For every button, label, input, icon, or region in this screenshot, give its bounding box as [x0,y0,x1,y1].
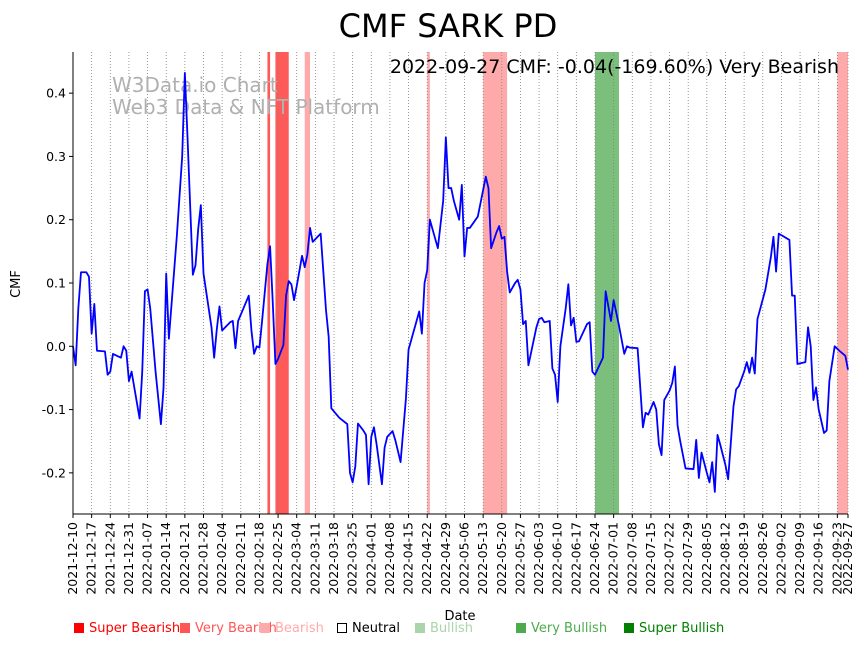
x-tick-label-2022-09-02: 2022-09-02 [773,522,788,595]
x-tick-label-2022-06-10: 2022-06-10 [550,522,565,595]
x-tick-label-2022-01-21: 2022-01-21 [177,522,192,595]
x-tick-label-2022-02-18: 2022-02-18 [251,522,266,595]
x-ticks: 2021-12-10 2021-12-17 2021-12-24 2021-12-31… [65,514,855,595]
x-tick-label-2022-05-20: 2022-05-20 [494,522,509,595]
legend-item-bullish: Bullish [415,621,473,636]
x-tick-label-2022-08-19: 2022-08-19 [736,522,751,595]
band-very-bearish-1 [275,52,289,514]
x-tick-label-2022-07-08: 2022-07-08 [624,522,639,595]
x-tick-label-2022-06-24: 2022-06-24 [587,522,602,595]
x-tick-label-2022-09-16: 2022-09-16 [811,522,826,595]
status-annotation: 2022-09-27 CMF: -0.04(-169.60%) Very Bea… [390,56,839,78]
y-tick-label--0.1: -0.1 [42,402,66,417]
axes [72,52,848,515]
x-tick-label-2022-09-09: 2022-09-09 [792,522,807,595]
x-tick-label-2022-04-15: 2022-04-15 [401,522,416,595]
x-tick-label-2022-04-08: 2022-04-08 [382,522,397,595]
legend-swatch-very-bearish [180,623,190,633]
legend-item-neutral: Neutral [337,621,400,636]
x-tick-label-2022-06-17: 2022-06-17 [568,522,583,595]
x-tick-label-2022-08-05: 2022-08-05 [699,522,714,595]
watermark-line-2: Web3 Data & NFT Platform [112,95,380,119]
x-tick-label-2021-12-17: 2021-12-17 [84,522,99,595]
band-bearish-3 [427,52,430,514]
legend-item-bearish: Bearish [260,621,324,636]
x-tick-label-2022-05-06: 2022-05-06 [456,522,471,595]
x-tick-label-2021-12-10: 2021-12-10 [65,522,80,595]
x-tick-label-2022-09-27: 2022-09-27 [840,522,855,595]
x-axis-label: Date [444,609,475,624]
grid [72,52,849,514]
legend-swatch-bullish [415,623,425,633]
legend-label-super-bearish: Super Bearish [89,621,181,636]
legend-swatch-bearish [260,623,270,633]
x-tick-label-2021-12-24: 2021-12-24 [102,522,117,595]
legend-item-super-bearish: Super Bearish [74,621,180,636]
band-very-bearish-0 [267,52,271,514]
y-axis-label: CMF [9,270,24,298]
x-tick-label-2022-01-28: 2022-01-28 [196,522,211,595]
legend-item-super-bullish: Super Bullish [624,621,724,636]
x-tick-label-2022-04-29: 2022-04-29 [438,522,453,595]
legend-swatch-very-bullish [516,623,526,633]
band-bearish-2 [304,52,311,514]
x-tick-label-2022-08-26: 2022-08-26 [755,522,770,595]
x-tick-label-2022-02-04: 2022-02-04 [214,522,229,595]
legend-label-bearish: Bearish [275,621,324,636]
x-tick-label-2022-04-22: 2022-04-22 [419,522,434,595]
x-tick-label-2022-01-07: 2022-01-07 [140,522,155,595]
y-tick-label-0.3: 0.3 [46,149,66,164]
legend-label-bullish: Bullish [430,621,474,636]
x-tick-label-2022-07-29: 2022-07-29 [680,522,695,595]
legend-swatch-super-bearish [74,623,84,633]
legend-item-very-bearish: Very Bearish [180,621,277,636]
y-tick-label-0.4: 0.4 [46,86,66,101]
x-tick-label-2022-05-27: 2022-05-27 [512,522,527,595]
legend-swatch-neutral [337,623,347,633]
y-tick-label-0.2: 0.2 [46,212,66,227]
legend: Super Bearish Very Bearish Bearish Neutr… [74,621,854,639]
x-tick-label-2022-07-15: 2022-07-15 [643,522,658,595]
x-tick-label-2022-08-12: 2022-08-12 [717,522,732,595]
x-tick-label-2021-12-31: 2021-12-31 [121,522,136,595]
x-tick-label-2022-03-25: 2022-03-25 [345,522,360,595]
band-bearish-4 [483,52,508,514]
x-tick-label-2022-06-03: 2022-06-03 [531,522,546,595]
legend-label-neutral: Neutral [352,621,400,636]
cmf-series [72,71,849,493]
y-tick-label-0: 0.0 [46,339,66,354]
legend-swatch-super-bullish [624,623,634,633]
legend-label-very-bearish: Very Bearish [195,621,277,636]
x-tick-label-2022-07-22: 2022-07-22 [662,522,677,595]
x-tick-label-2022-05-13: 2022-05-13 [475,522,490,595]
y-tick-label-0.1: 0.1 [46,276,66,291]
band-very-bullish-5 [594,52,619,514]
y-tick-label--0.2: -0.2 [42,465,66,480]
sentiment-bands [267,52,848,514]
x-tick-label-2022-02-25: 2022-02-25 [270,522,285,595]
chart-title: CMF SARK PD [339,7,558,45]
x-tick-label-2022-07-01: 2022-07-01 [606,522,621,595]
series-line-cmf [72,71,849,493]
watermark-line-1: W3Data.io Chart [112,73,278,97]
legend-item-very-bullish: Very Bullish [516,621,607,636]
y-ticks: -0.2 -0.1 0.0 0.1 0.2 0.3 0.4 [42,86,73,480]
x-tick-label-2022-09-23: 2022-09-23 [829,522,844,595]
legend-label-very-bullish: Very Bullish [531,621,608,636]
x-tick-label-2022-04-01: 2022-04-01 [363,522,378,595]
x-tick-label-2022-03-11: 2022-03-11 [307,522,322,595]
legend-label-super-bullish: Super Bullish [639,621,725,636]
x-tick-label-2022-03-04: 2022-03-04 [289,522,304,595]
watermark: W3Data.io Chart Web3 Data & NFT Platform [112,73,380,119]
x-tick-label-2022-03-18: 2022-03-18 [326,522,341,595]
x-tick-label-2022-02-11: 2022-02-11 [233,522,248,595]
x-tick-label-2022-01-14: 2022-01-14 [158,522,173,595]
band-bearish-6 [837,52,848,514]
